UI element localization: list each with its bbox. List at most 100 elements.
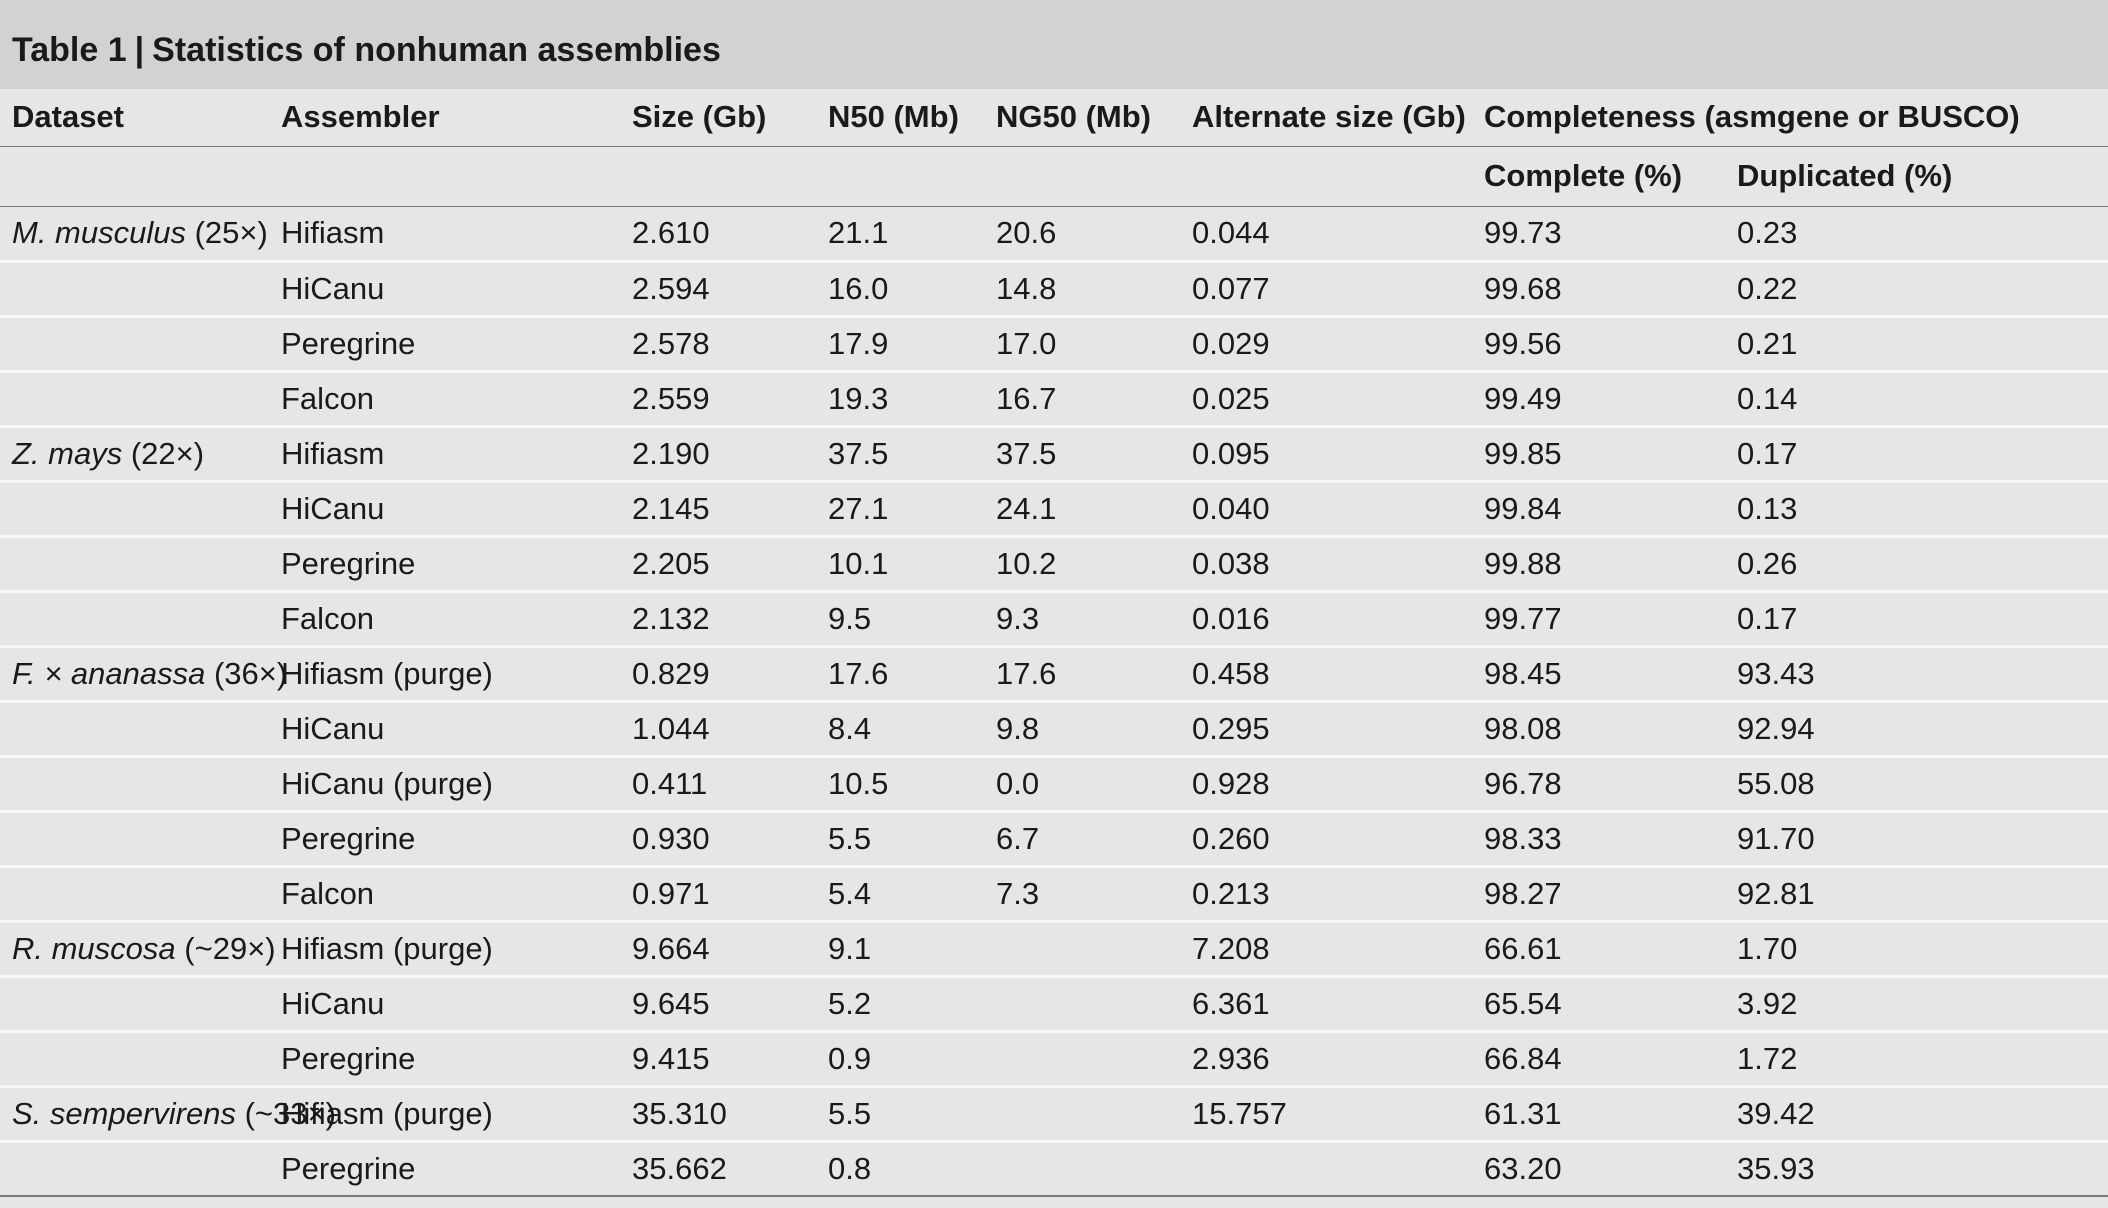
cell-assembler: HiCanu (269, 974, 620, 1031)
cell-complete: 99.73 (1484, 215, 1562, 250)
cell-alternate-size: 0.213 (1180, 864, 1472, 921)
cell-n50: 37.5 (816, 424, 984, 481)
cell-alternate-size: 0.016 (1180, 589, 1472, 646)
header-blank (269, 146, 620, 207)
cell-assembler: Hifiasm (purge) (269, 919, 620, 976)
coverage: (25×) (185, 215, 268, 250)
table-row: S. sempervirens (~33×) Hifiasm (purge) 35.… (0, 1084, 2108, 1141)
cell-complete: 61.31 (1472, 1084, 1725, 1141)
cell-complete: 63.20 (1472, 1139, 1725, 1197)
cell-complete: 98.27 (1472, 864, 1725, 921)
species-name: M. musculus (12, 215, 186, 250)
coverage: (~29×) (175, 930, 276, 966)
cell-duplicated: 0.22 (1725, 259, 2108, 316)
cell-assembler: Hifiasm (281, 215, 385, 250)
table-row: HiCanu (purge) 0.411 10.5 0.0 0.928 96.78 55.0… (0, 754, 2108, 811)
cell-n50: 19.3 (816, 369, 984, 426)
coverage: (22×) (122, 435, 205, 471)
cell-ng50: 14.8 (984, 259, 1180, 316)
cell-duplicated: 0.21 (1725, 314, 2108, 371)
cell-n50: 8.4 (816, 699, 984, 756)
header-assembler: Assembler (269, 89, 620, 147)
cell-n50: 5.4 (816, 864, 984, 921)
cell-ng50: 16.7 (984, 369, 1180, 426)
table-row: Falcon 2.559 19.3 16.7 0.025 99.49 0.14 (0, 369, 2108, 426)
cell-ng50: 37.5 (984, 424, 1180, 481)
cell-complete: 99.88 (1472, 534, 1725, 591)
species-name: F. × ananassa (12, 655, 206, 691)
cell-size: 9.645 (620, 974, 816, 1031)
cell-complete: 98.08 (1472, 699, 1725, 756)
cell-size: 2.594 (620, 259, 816, 316)
header-blank (1180, 146, 1472, 207)
cell-ng50: 10.2 (984, 534, 1180, 591)
cell-alternate-size: 7.208 (1180, 919, 1472, 976)
cell-n50: 0.9 (816, 1029, 984, 1086)
header-ng50: NG50 (Mb) (984, 89, 1180, 147)
header-completeness: Completeness (asmgene or BUSCO) (1472, 89, 2108, 147)
cell-size: 2.578 (620, 314, 816, 371)
cell-assembler: Falcon (269, 589, 620, 646)
cell-n50: 17.9 (816, 314, 984, 371)
caption-separator: | (134, 31, 145, 69)
cell-duplicated: 0.14 (1725, 369, 2108, 426)
cell-ng50 (984, 974, 1180, 1031)
coverage: (36×) (205, 655, 288, 691)
table-title: Statistics of nonhuman assemblies (152, 31, 721, 69)
cell-dataset (0, 864, 269, 921)
cell-duplicated: 92.81 (1725, 864, 2108, 921)
cell-dataset (0, 974, 269, 1031)
cell-duplicated: 0.17 (1725, 589, 2108, 646)
cell-ng50 (984, 1084, 1180, 1141)
cell-n50: 10.5 (816, 754, 984, 811)
cell-dataset (0, 1139, 269, 1197)
species-name: S. sempervirens (12, 1095, 236, 1131)
header-blank (816, 146, 984, 207)
table-row: M. musculus (25×) Hifiasm 2.610 21.1 20.6 0.0… (0, 206, 2108, 261)
header-blank (984, 146, 1180, 207)
header-n50: N50 (Mb) (816, 89, 984, 147)
cell-complete: 99.84 (1472, 479, 1725, 536)
cell-complete: 99.68 (1472, 259, 1725, 316)
cell-assembler: HiCanu (269, 699, 620, 756)
cell-n50: 9.1 (816, 919, 984, 976)
cell-alternate-size: 0.025 (1180, 369, 1472, 426)
cell-n50: 5.5 (816, 809, 984, 866)
cell-duplicated: 35.93 (1725, 1139, 2108, 1197)
cell-dataset (0, 809, 269, 866)
cell-alternate-size: 0.260 (1180, 809, 1472, 866)
statistics-table: Dataset Assembler Size (Gb) N50 (Mb) NG5… (0, 89, 2108, 1197)
cell-size: 2.190 (620, 424, 816, 481)
cell-assembler: Peregrine (269, 314, 620, 371)
cell-size: 35.662 (620, 1139, 816, 1197)
cell-alternate-size: 0.077 (1180, 259, 1472, 316)
cell-size: 9.664 (620, 919, 816, 976)
header-blank (620, 146, 816, 207)
cell-size: 2.610 (632, 215, 710, 250)
cell-complete: 66.61 (1472, 919, 1725, 976)
header-size: Size (Gb) (620, 89, 816, 147)
cell-size: 2.205 (620, 534, 816, 591)
header-alternate-size: Alternate size (Gb) (1180, 89, 1472, 147)
cell-duplicated: 0.26 (1725, 534, 2108, 591)
cell-assembler: Peregrine (269, 1139, 620, 1197)
cell-alternate-size: 15.757 (1180, 1084, 1472, 1141)
cell-ng50: 20.6 (996, 215, 1057, 250)
table-row: HiCanu 2.594 16.0 14.8 0.077 99.68 0.22 (0, 259, 2108, 316)
header-blank (0, 146, 269, 207)
table-body: M. musculus (25×) Hifiasm 2.610 21.1 20.6 0.0… (0, 206, 2108, 1197)
table-row: HiCanu 1.044 8.4 9.8 0.295 98.08 92.94 (0, 699, 2108, 756)
cell-duplicated: 93.43 (1725, 644, 2108, 701)
cell-ng50: 17.6 (984, 644, 1180, 701)
cell-n50: 9.5 (816, 589, 984, 646)
table-row: Peregrine 2.578 17.9 17.0 0.029 99.56 0.21 (0, 314, 2108, 371)
table-row: R. muscosa (~29×) Hifiasm (purge) 9.664 9.1… (0, 919, 2108, 976)
table-row: Z. mays (22×) Hifiasm 2.190 37.5 37.5 0.095 99… (0, 424, 2108, 481)
species-name: R. muscosa (12, 930, 176, 966)
cell-size: 9.415 (620, 1029, 816, 1086)
cell-duplicated: 91.70 (1725, 809, 2108, 866)
cell-assembler: HiCanu (purge) (269, 754, 620, 811)
table-caption: Table 1 | Statistics of nonhuman assembl… (0, 0, 2108, 89)
cell-assembler: Peregrine (269, 534, 620, 591)
table-number: Table 1 (12, 31, 127, 69)
